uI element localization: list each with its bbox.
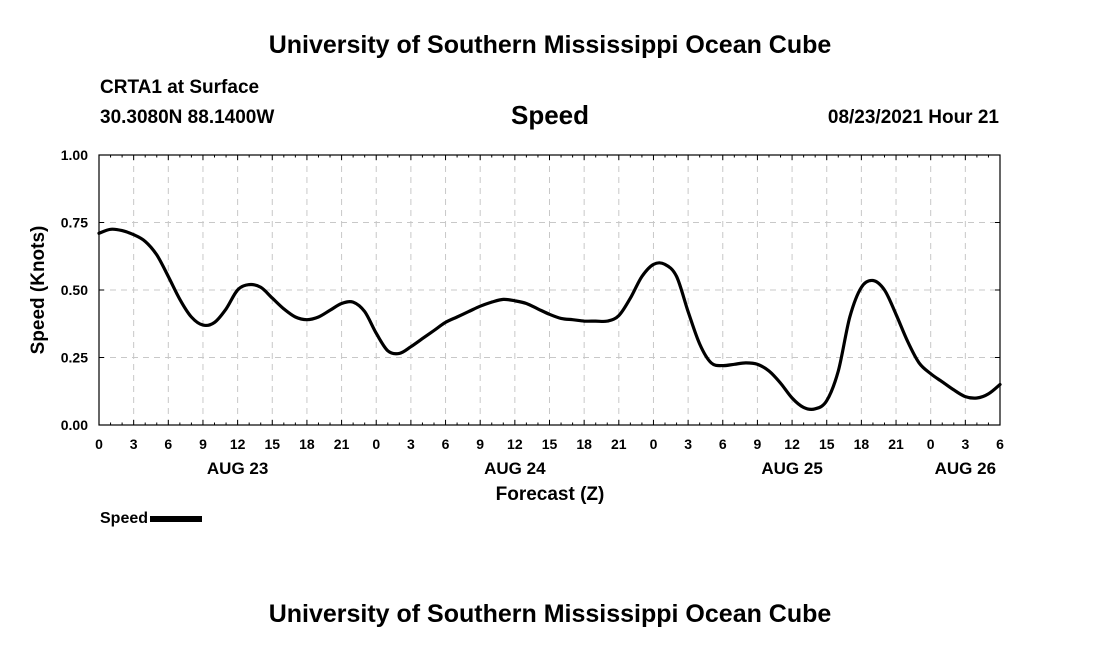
x-tick-label: 9	[199, 436, 207, 452]
bottom-title: University of Southern Mississippi Ocean…	[268, 600, 832, 628]
top-title: University of Southern Mississippi Ocean…	[268, 31, 832, 59]
x-tick-label: 0	[372, 436, 380, 452]
y-tick-label: 0.00	[61, 417, 88, 433]
date-label: AUG 24	[484, 459, 546, 478]
x-tick-label: 21	[334, 436, 350, 452]
x-axis-title: Forecast (Z)	[496, 484, 605, 505]
x-tick-label: 0	[95, 436, 103, 452]
x-tick-label: 9	[476, 436, 484, 452]
x-tick-label: 18	[299, 436, 315, 452]
station-label: CRTA1 at Surface	[100, 77, 260, 98]
legend-label: Speed	[100, 510, 149, 527]
legend-line-swatch	[150, 516, 203, 522]
x-tick-label: 18	[854, 436, 870, 452]
x-tick-label: 3	[961, 436, 969, 452]
x-tick-label: 6	[996, 436, 1004, 452]
x-tick-label: 6	[442, 436, 450, 452]
x-tick-label: 18	[576, 436, 592, 452]
axes: 0 3 6 9 12 15 18 21 0 3 6 9 12 15 18 21 0 3 6 9 12 15 18 21 0 3 6 0…	[61, 147, 1004, 478]
x-tick-label: 6	[164, 436, 172, 452]
grid	[99, 155, 1000, 425]
x-tick-label: 6	[719, 436, 727, 452]
plot-frame	[98, 154, 1001, 426]
x-tick-label: 0	[650, 436, 658, 452]
x-tick-label: 15	[542, 436, 558, 452]
x-tick-label: 3	[684, 436, 692, 452]
x-tick-label: 3	[407, 436, 415, 452]
date-label: AUG 26	[935, 459, 996, 478]
x-tick-label: 0	[927, 436, 935, 452]
y-tick-label: 0.25	[61, 350, 88, 366]
legend: Speed	[100, 510, 203, 528]
x-tick-label: 12	[784, 436, 800, 452]
date-label: AUG 25	[761, 459, 822, 478]
x-tick-label: 21	[611, 436, 627, 452]
date-label: AUG 23	[207, 459, 268, 478]
x-tick-label: 15	[264, 436, 280, 452]
y-axis-title: Speed (Knots)	[28, 226, 49, 355]
series-layer	[97, 227, 1002, 411]
y-tick-label: 1.00	[61, 147, 88, 163]
x-tick-label: 21	[888, 436, 904, 452]
coordinates-label: 30.3080N 88.1400W	[100, 107, 275, 128]
x-tick-label: 15	[819, 436, 835, 452]
x-tick-label: 3	[130, 436, 138, 452]
x-tick-label: 12	[507, 436, 523, 452]
chart-title: Speed	[510, 100, 590, 130]
y-tick-label: 0.50	[61, 282, 88, 298]
x-tick-label: 9	[754, 436, 762, 452]
x-tick-label: 12	[230, 436, 246, 452]
speed-series-line	[97, 227, 1002, 411]
datetime-label: 08/23/2021 Hour 21	[827, 107, 999, 128]
y-tick-label: 0.75	[61, 215, 88, 231]
